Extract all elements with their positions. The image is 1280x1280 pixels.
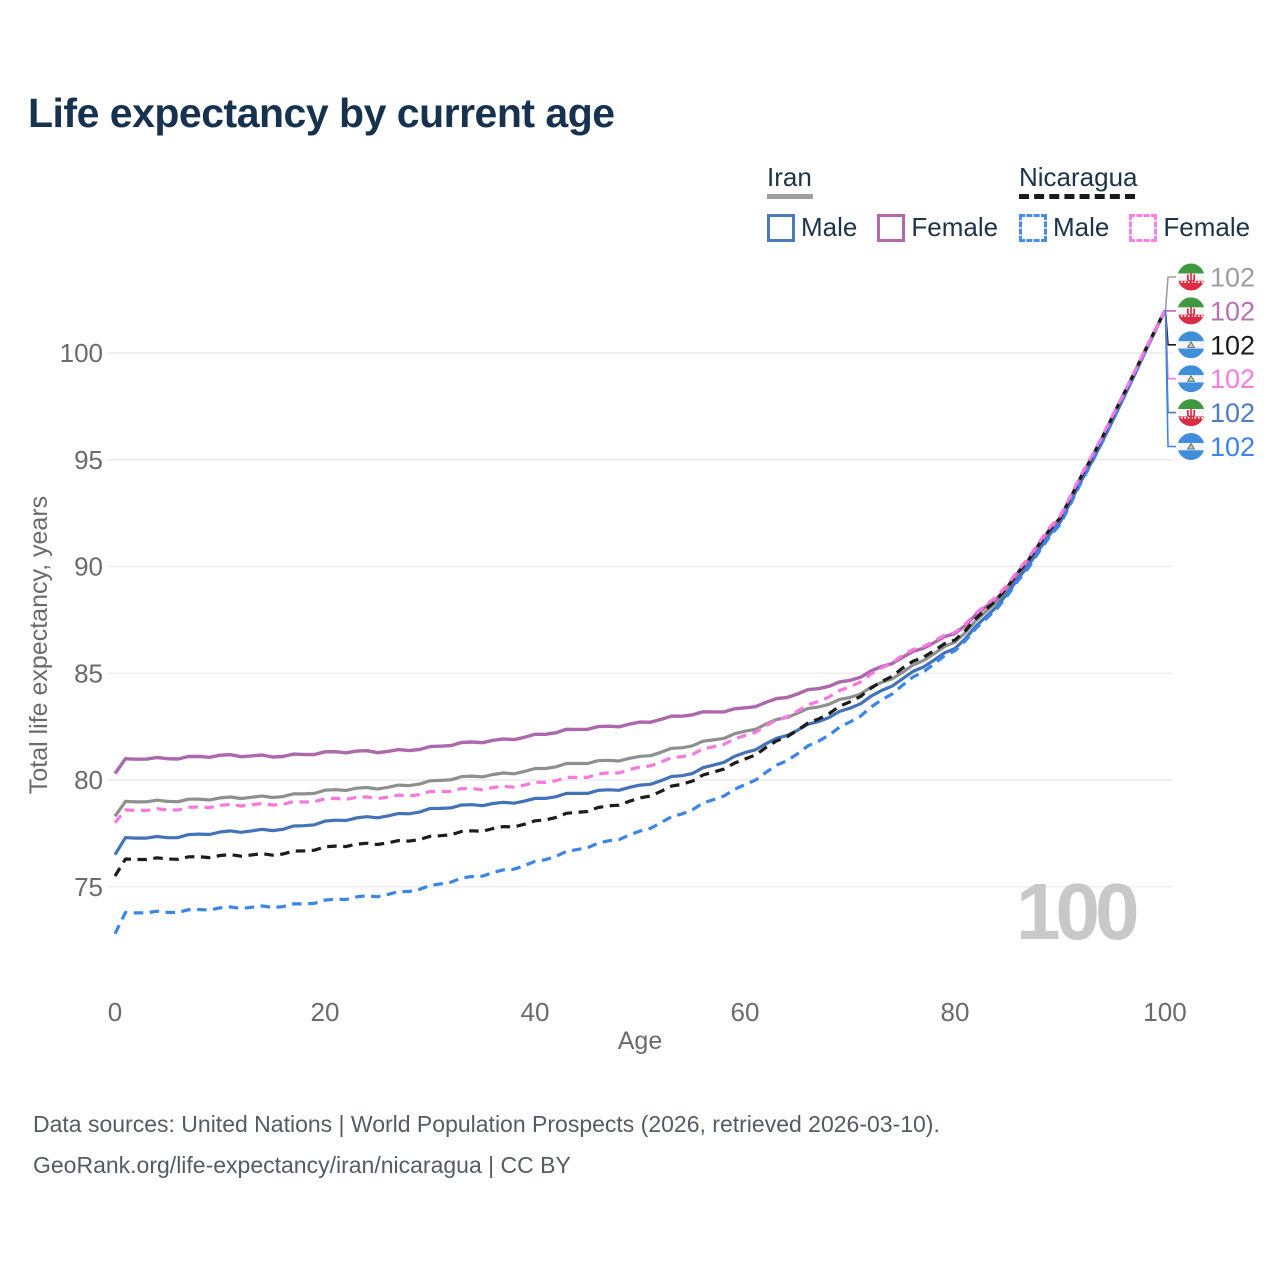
flag-icon-nicaragua — [1177, 331, 1205, 359]
x-tick-label-100: 100 — [1143, 997, 1186, 1027]
legend-swatch-iran-female — [877, 213, 906, 242]
legend-underline-iran — [767, 194, 813, 199]
flag-icon-iran: ψ — [1177, 399, 1205, 427]
legend-group-nicaragua: Nicaragua Male Female — [1019, 163, 1250, 243]
end-label-value-nicaragua-both: 102 — [1210, 330, 1255, 360]
end-label-leader-iran-female — [1165, 309, 1176, 312]
series-line-nicaragua-male[interactable] — [113, 309, 1167, 935]
legend-label-iran-male: Male — [801, 212, 858, 242]
legend-header-iran[interactable]: Iran — [767, 163, 998, 199]
footer: Data sources: United Nations | World Pop… — [33, 1104, 940, 1186]
legend-item-nicaragua-female[interactable]: Female — [1129, 212, 1250, 243]
series-line-iran-male[interactable] — [113, 309, 1167, 856]
end-label-value-iran-both: 102 — [1210, 263, 1255, 293]
end-label-leader-nicaragua-male — [1164, 310, 1176, 448]
end-label-value-iran-female: 102 — [1210, 296, 1255, 326]
series-line-iran-both[interactable] — [113, 309, 1167, 818]
svg-text:ψ: ψ — [1186, 270, 1196, 285]
series-line-nicaragua-both[interactable] — [113, 309, 1167, 877]
x-tick-label-0: 0 — [108, 997, 122, 1027]
legend-header-iran-label: Iran — [767, 162, 812, 192]
flag-icon-nicaragua — [1177, 365, 1205, 393]
y-tick-label-95: 95 — [74, 445, 103, 475]
x-tick-label-80: 80 — [941, 997, 970, 1027]
y-tick-label-100: 100 — [60, 338, 103, 368]
flag-icon-nicaragua — [1177, 433, 1205, 460]
legend-label-nicaragua-male: Male — [1053, 212, 1110, 242]
y-axis-title: Total life expectancy, years — [25, 496, 53, 794]
x-tick-label-40: 40 — [521, 997, 550, 1027]
legend-label-iran-female: Female — [911, 212, 999, 242]
chart-title: Life expectancy by current age — [28, 90, 615, 136]
legend-item-nicaragua-male[interactable]: Male — [1019, 212, 1109, 243]
x-tick-label-20: 20 — [311, 997, 340, 1027]
end-label-value-nicaragua-female: 102 — [1210, 364, 1255, 394]
watermark-age: 100 — [1016, 867, 1140, 956]
svg-text:ψ: ψ — [1186, 405, 1196, 420]
x-tick-label-60: 60 — [731, 997, 760, 1027]
legend-swatch-nicaragua-female — [1129, 213, 1158, 242]
y-tick-label-75: 75 — [74, 872, 103, 902]
flag-icon-iran: ψ — [1177, 263, 1205, 291]
legend-group-iran: Iran Male Female — [767, 163, 998, 243]
end-label-leader-iran-both — [1164, 276, 1176, 311]
legend-header-nicaragua-label: Nicaragua — [1019, 162, 1138, 192]
footer-link[interactable]: GeoRank.org/life-expectancy/iran/nicarag… — [33, 1152, 571, 1178]
end-label-value-nicaragua-male: 102 — [1210, 432, 1255, 462]
series-line-nicaragua-female[interactable] — [113, 309, 1167, 824]
end-label-value-iran-male: 102 — [1210, 398, 1255, 428]
legend-swatch-nicaragua-male — [1019, 213, 1047, 242]
legend-header-nicaragua[interactable]: Nicaragua — [1019, 163, 1250, 199]
y-tick-label-85: 85 — [74, 658, 103, 688]
legend-item-iran-male[interactable]: Male — [767, 212, 857, 243]
y-tick-label-80: 80 — [74, 765, 103, 795]
flag-icon-iran: ψ — [1177, 297, 1205, 325]
footer-sources: Data sources: United Nations | World Pop… — [33, 1111, 940, 1137]
y-tick-label-90: 90 — [74, 552, 103, 582]
x-axis-title: Age — [618, 1027, 662, 1055]
legend-swatch-iran-male — [767, 213, 795, 242]
series-line-iran-female[interactable] — [113, 309, 1167, 775]
legend-label-nicaragua-female: Female — [1163, 212, 1251, 242]
svg-text:ψ: ψ — [1186, 304, 1196, 319]
legend-item-iran-female[interactable]: Female — [877, 212, 998, 243]
legend-underline-nicaragua — [1019, 194, 1135, 199]
